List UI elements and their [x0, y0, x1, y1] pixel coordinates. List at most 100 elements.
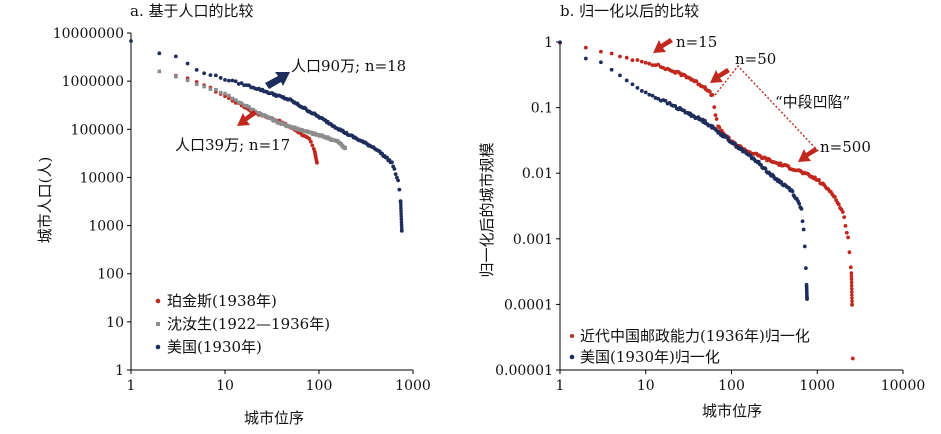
panel-b-point	[836, 202, 841, 207]
panel-b-point	[844, 230, 849, 235]
arrow-icon-red-n500	[798, 147, 818, 162]
panel-b-point	[803, 266, 808, 271]
arrow-icon-navy	[265, 72, 290, 89]
panel-a-series	[129, 39, 404, 233]
panel-a: a. 基于人口的比较 城市位序 城市人口(人) 1 10 100 1000 1 10 100…	[36, 2, 431, 427]
panel-b-point	[817, 177, 821, 182]
panel-b-point	[801, 227, 806, 232]
panel-a-point	[213, 73, 218, 78]
panel-b-ylabel: 归一化后的城市规模	[478, 142, 496, 277]
panel-b-point	[639, 89, 644, 93]
annotation-n500: n=500	[820, 138, 871, 156]
panel-b-point	[842, 215, 847, 220]
panel-b-y-tick-label: 0.001	[513, 232, 553, 248]
panel-a-legend: 珀金斯(1938年) 沈汝生(1922—1936年) 美国(1930年)	[155, 292, 330, 356]
panel-b-point	[849, 280, 854, 285]
panel-a-point	[185, 78, 190, 83]
panel-a-point	[239, 101, 244, 105]
panel-a-point	[399, 209, 403, 213]
panel-a-point	[230, 78, 235, 83]
panel-b-point	[624, 55, 629, 60]
panel-b-point	[650, 93, 655, 98]
panel-b-point	[643, 60, 648, 65]
panel-b-point	[848, 265, 853, 270]
panel-b-point	[850, 302, 854, 307]
panel-b-point	[630, 82, 635, 87]
panel-a-point	[255, 111, 259, 115]
panel-a-point	[247, 105, 251, 109]
panel-a-y-tick-label: 10000	[79, 170, 124, 186]
panel-a-point	[233, 100, 238, 105]
panel-b-x-tick-label: 100	[718, 378, 745, 394]
panel-a-y-tick-label: 100000	[71, 122, 124, 138]
panel-b-y-tick-label: 0.1	[531, 101, 553, 117]
panel-a-point	[194, 68, 199, 72]
panel-b-point	[714, 117, 719, 121]
panel-a-point	[392, 166, 397, 171]
panel-b-legend: 近代中国邮政能力(1936年)归一化 美国(1930年)归一化	[569, 327, 810, 366]
panel-b-point	[850, 293, 854, 297]
panel-a-point	[399, 220, 404, 224]
panel-b-point	[656, 96, 661, 101]
panel-a-point	[173, 54, 178, 59]
panel-b-x-tick-label: 1000	[799, 378, 835, 394]
panel-a-point	[399, 228, 404, 233]
panel-b: b. 归一化以后的比较 城市位序 归一化后的城市规模 1 10 100 1000 100…	[478, 2, 925, 420]
panel-b-point	[713, 113, 718, 118]
panel-a-point	[202, 84, 206, 89]
panel-a-ylabel: 城市人口(人)	[36, 157, 54, 244]
panel-b-x-tick-label: 10	[637, 378, 655, 394]
panel-a-point	[399, 211, 403, 216]
panel-a-point	[236, 100, 241, 105]
panel-a-point	[308, 139, 313, 144]
panel-b-point	[647, 92, 652, 97]
panel-a-point	[390, 160, 394, 165]
panel-b-point	[618, 73, 622, 78]
panel-a-axes: 1 10 100 1000 1 10 100 1000 10000 100000 1000000 10…	[53, 26, 431, 394]
panel-b-point	[843, 223, 848, 228]
panel-a-x-tick-label: 1000	[395, 378, 431, 394]
panel-a-y-tick-label: 1000000	[62, 74, 124, 90]
panel-a-point	[399, 214, 404, 219]
panel-b-point	[849, 271, 854, 275]
panel-b-point	[599, 49, 603, 54]
annotation-pop90: 人口90万; n=18	[291, 57, 406, 75]
panel-b-x-tick-label: 1	[556, 378, 565, 394]
panel-b-point	[850, 290, 854, 294]
legend-label-usa: 美国(1930年)	[167, 338, 262, 356]
panel-a-point	[385, 155, 389, 160]
panel-b-point	[840, 210, 845, 214]
annotation-pop39: 人口39万; n=17	[175, 136, 290, 154]
panel-b-point	[599, 60, 603, 65]
legend-label-perkins: 珀金斯(1938年)	[167, 292, 277, 310]
panel-b-point	[650, 63, 655, 68]
annotation-mid-depression: “中段凹陷”	[775, 93, 850, 111]
panel-b-point	[635, 85, 640, 90]
panel-a-xlabel: 城市位序	[244, 409, 304, 427]
panel-b-point	[656, 62, 661, 67]
panel-a-point	[249, 107, 254, 112]
panel-b-point	[739, 146, 744, 151]
panel-a-point	[233, 79, 238, 84]
panel-b-xlabel: 城市位序	[702, 402, 762, 420]
panel-b-y-tick-label: 0.00001	[495, 363, 553, 379]
panel-b-point	[717, 125, 722, 130]
panel-b-point	[805, 297, 809, 302]
panel-b-outlier-point	[850, 356, 855, 361]
panel-b-point	[850, 299, 854, 304]
panel-a-point	[174, 74, 178, 79]
panel-a-point	[223, 77, 227, 82]
panel-a-y-tick-label: 10	[106, 315, 124, 331]
panel-b-point	[849, 277, 854, 282]
panel-b-point	[763, 166, 768, 171]
panel-a-point	[399, 225, 404, 230]
panel-b-point	[799, 206, 804, 211]
panel-a-x-tick-label: 100	[306, 378, 333, 394]
panel-a-point	[396, 178, 400, 183]
panel-b-point	[624, 78, 629, 83]
panel-b-title: b. 归一化以后的比较	[560, 2, 699, 20]
panel-a-point	[393, 172, 398, 177]
panel-b-series	[558, 40, 855, 361]
panel-a-point	[242, 103, 246, 108]
